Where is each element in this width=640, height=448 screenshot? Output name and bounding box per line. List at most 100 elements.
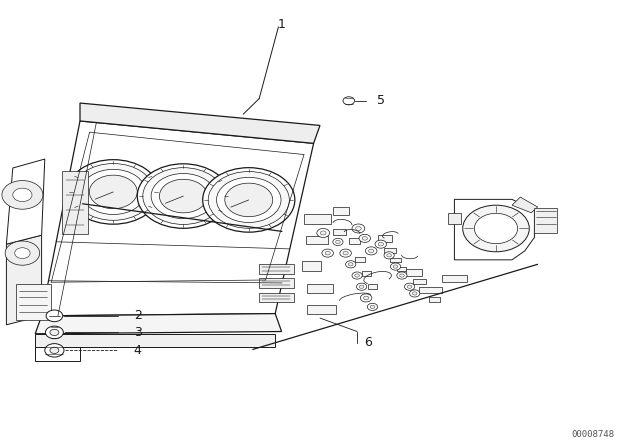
Circle shape <box>352 272 362 279</box>
Polygon shape <box>6 159 45 244</box>
Bar <box>259 278 294 288</box>
Bar <box>390 258 401 262</box>
Circle shape <box>367 303 378 310</box>
Bar <box>406 269 422 276</box>
Circle shape <box>73 164 154 220</box>
Bar <box>306 236 328 244</box>
Polygon shape <box>448 213 461 224</box>
Circle shape <box>159 179 207 213</box>
Bar <box>307 284 333 293</box>
Circle shape <box>364 296 369 300</box>
Circle shape <box>356 227 362 231</box>
Circle shape <box>360 294 372 302</box>
Circle shape <box>352 224 365 233</box>
Polygon shape <box>80 103 320 143</box>
Circle shape <box>322 249 333 257</box>
Circle shape <box>13 188 32 202</box>
Circle shape <box>346 261 356 268</box>
Circle shape <box>369 249 374 253</box>
Circle shape <box>333 238 343 246</box>
Circle shape <box>143 168 224 224</box>
Bar <box>442 275 467 282</box>
Circle shape <box>46 310 63 322</box>
Bar <box>333 207 349 215</box>
Circle shape <box>343 251 348 255</box>
Circle shape <box>225 183 273 217</box>
Circle shape <box>335 240 340 244</box>
Bar <box>16 284 51 320</box>
Bar <box>419 287 442 293</box>
Bar <box>302 261 321 271</box>
Circle shape <box>356 283 367 290</box>
Polygon shape <box>512 197 538 213</box>
Circle shape <box>50 329 59 336</box>
Circle shape <box>321 231 326 235</box>
Text: 4: 4 <box>134 344 141 357</box>
Bar <box>307 305 336 314</box>
Text: 00008748: 00008748 <box>572 430 614 439</box>
Circle shape <box>137 164 230 228</box>
Circle shape <box>393 265 398 268</box>
Circle shape <box>384 252 394 259</box>
Circle shape <box>359 285 364 289</box>
Text: 1: 1 <box>278 18 285 31</box>
Polygon shape <box>454 199 534 260</box>
Circle shape <box>90 175 137 209</box>
Bar <box>304 214 331 224</box>
Circle shape <box>362 237 367 240</box>
Polygon shape <box>35 314 282 334</box>
Circle shape <box>397 272 407 279</box>
Circle shape <box>325 251 330 255</box>
Bar <box>333 229 346 235</box>
Circle shape <box>375 240 387 248</box>
Circle shape <box>15 248 30 258</box>
Circle shape <box>5 241 40 265</box>
Circle shape <box>355 274 360 277</box>
Bar <box>429 297 440 302</box>
Text: 5: 5 <box>377 94 385 108</box>
Polygon shape <box>6 235 42 325</box>
Circle shape <box>208 172 289 228</box>
Circle shape <box>399 274 404 277</box>
Circle shape <box>378 242 383 246</box>
Circle shape <box>203 168 295 232</box>
Circle shape <box>370 305 375 309</box>
Circle shape <box>390 263 401 270</box>
Bar <box>259 293 294 302</box>
Circle shape <box>412 292 417 295</box>
Circle shape <box>359 234 371 242</box>
Circle shape <box>463 205 529 252</box>
Bar <box>378 235 392 242</box>
Polygon shape <box>35 347 80 361</box>
Bar <box>349 238 360 244</box>
Circle shape <box>67 159 159 224</box>
Circle shape <box>340 249 351 257</box>
Text: 6: 6 <box>364 336 372 349</box>
Circle shape <box>216 177 281 223</box>
Circle shape <box>81 169 145 215</box>
Circle shape <box>317 228 330 237</box>
Text: 3: 3 <box>134 326 141 339</box>
Circle shape <box>343 97 355 105</box>
Text: 2: 2 <box>134 309 141 323</box>
Circle shape <box>348 263 353 266</box>
Bar <box>384 248 396 253</box>
Circle shape <box>45 344 64 357</box>
Bar <box>259 264 294 274</box>
Bar <box>368 284 377 289</box>
Bar <box>413 279 426 284</box>
Circle shape <box>474 213 518 244</box>
Bar <box>362 271 371 276</box>
Circle shape <box>410 290 420 297</box>
Circle shape <box>407 285 412 289</box>
Polygon shape <box>35 334 275 347</box>
Bar <box>534 208 557 233</box>
Bar <box>397 267 406 271</box>
Circle shape <box>151 173 216 219</box>
Circle shape <box>365 247 377 255</box>
Circle shape <box>2 181 43 209</box>
Circle shape <box>404 283 415 290</box>
Bar <box>63 172 88 234</box>
Polygon shape <box>42 121 314 316</box>
Bar <box>355 257 365 262</box>
